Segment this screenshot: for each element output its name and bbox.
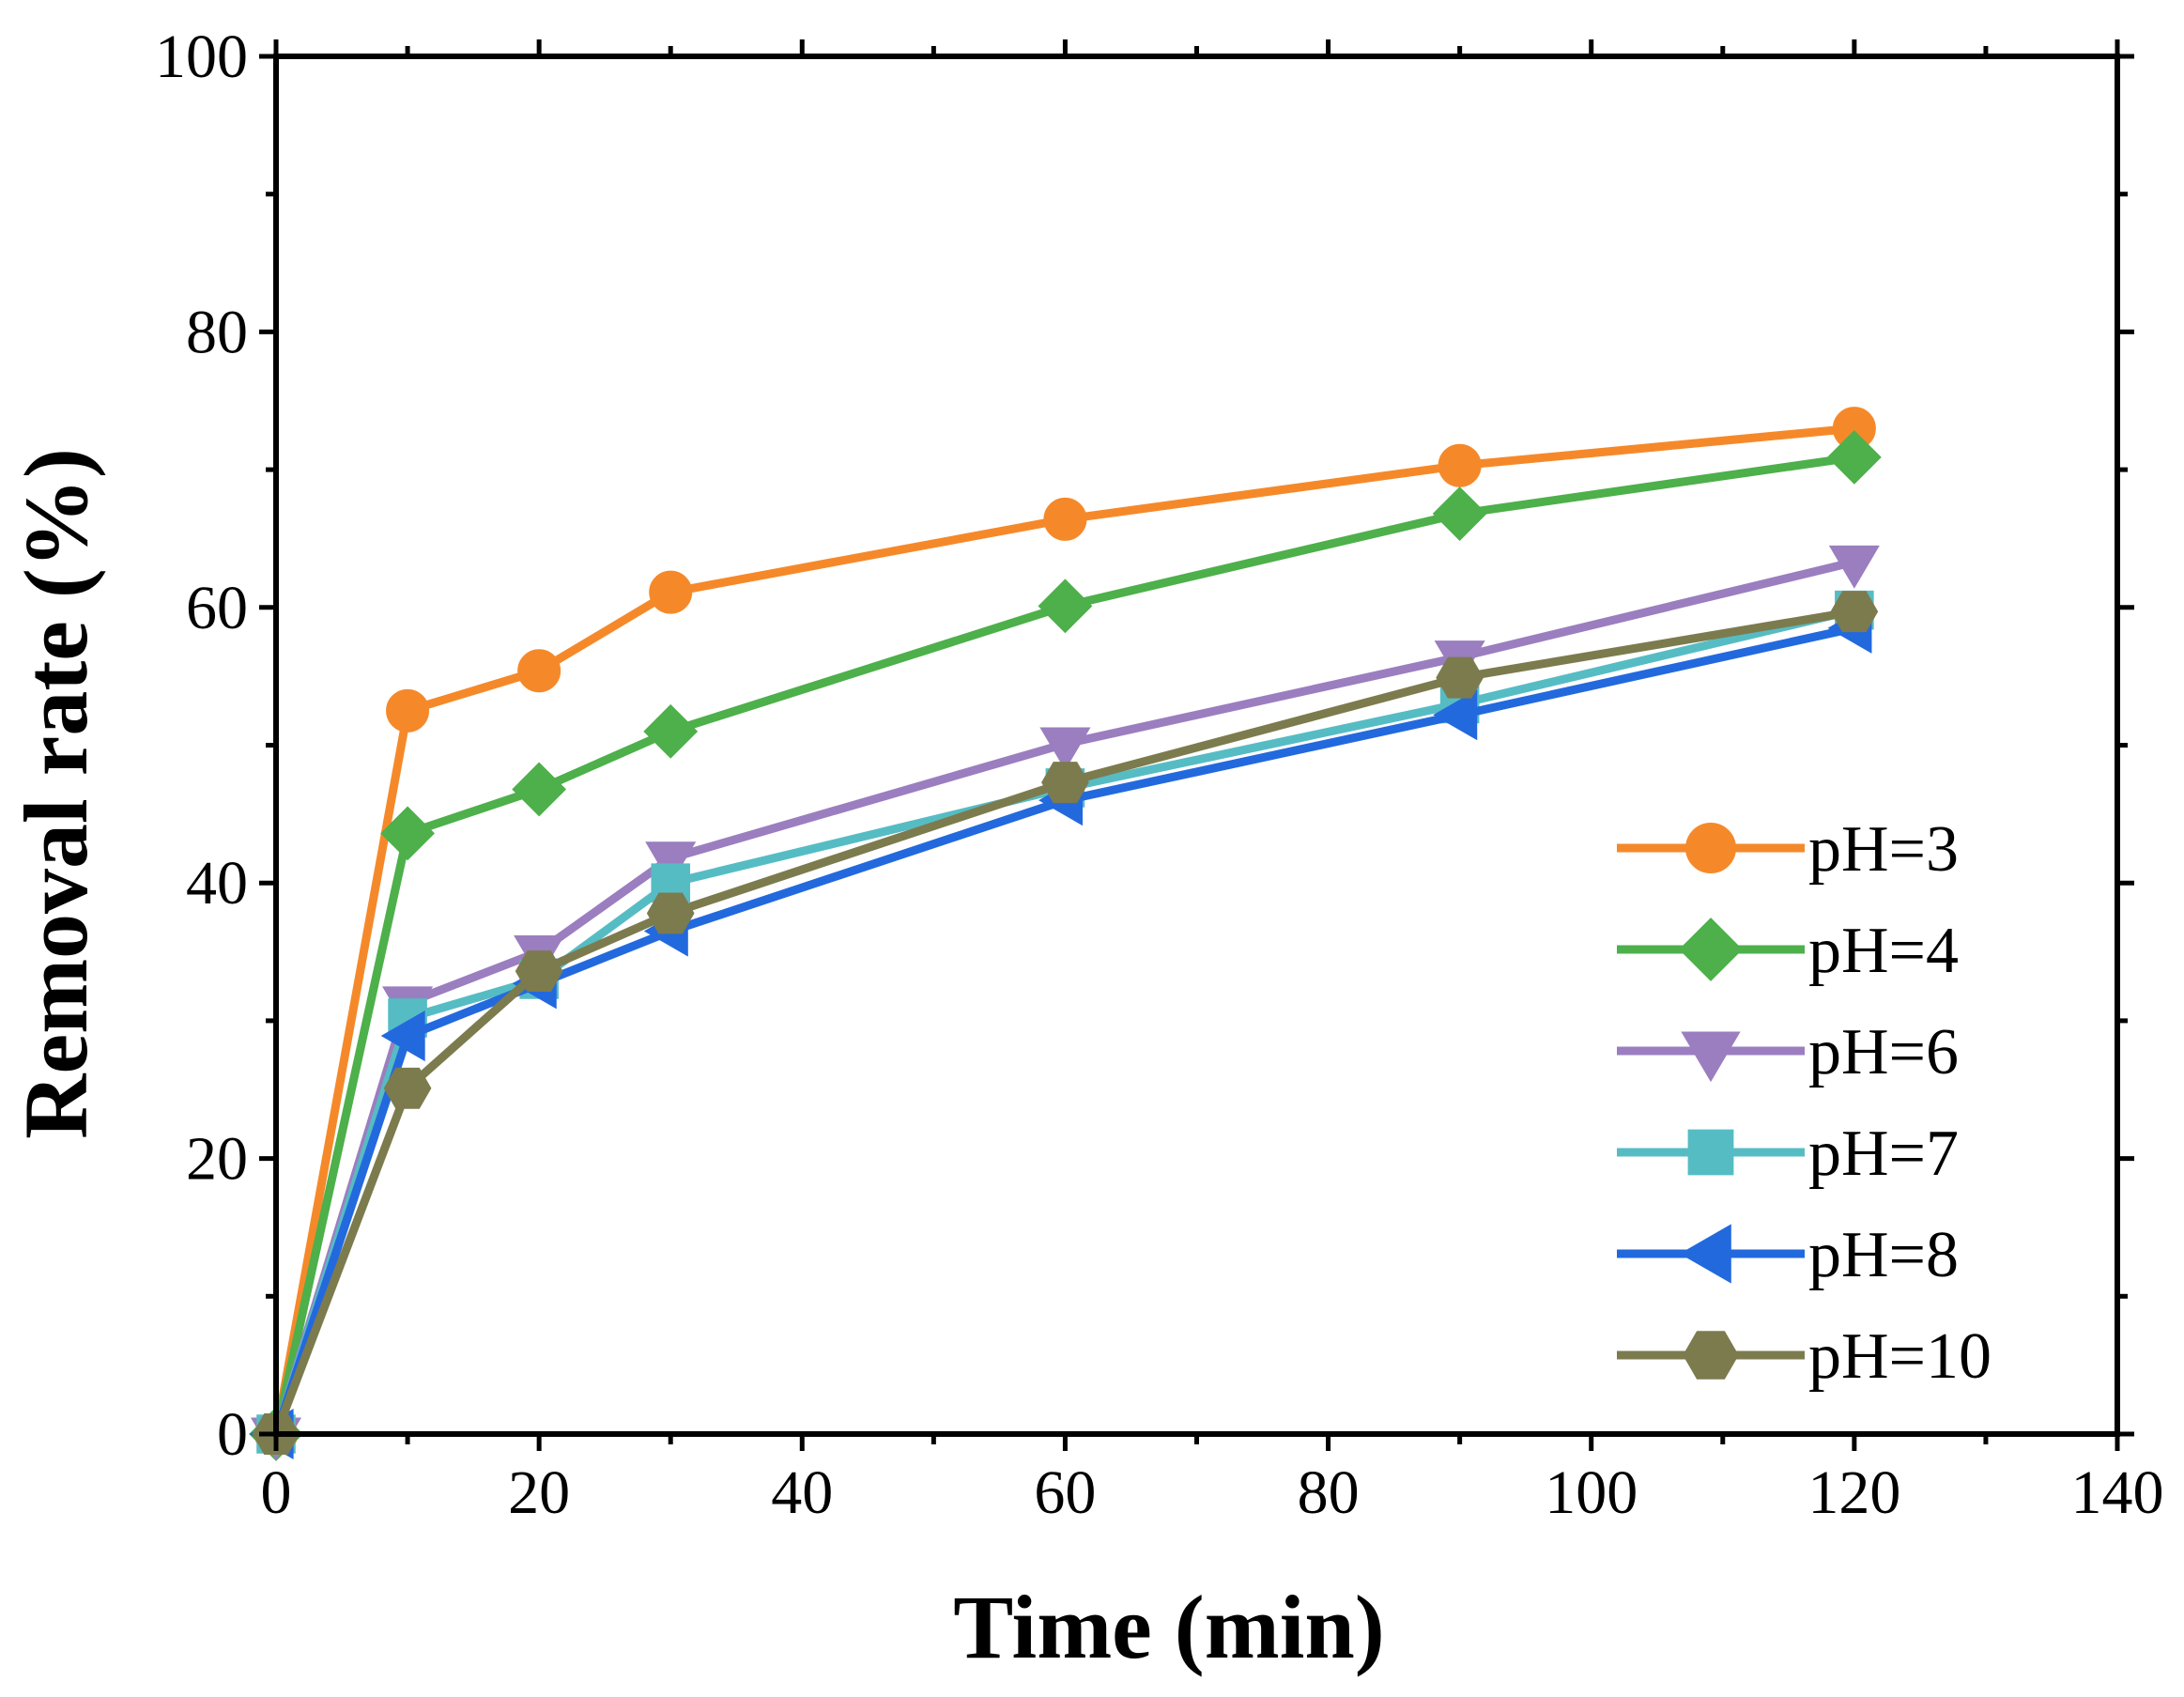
x-tick-label: 60 [1034,1458,1096,1527]
legend-item: pH=4 [1617,915,1959,987]
series-ph-10 [252,591,1879,1455]
data-point [515,950,563,993]
data-point [649,570,693,614]
data-point [380,806,435,861]
data-point [646,892,695,934]
legend-label: pH=4 [1808,915,1959,987]
legend-item: pH=6 [1617,1016,1959,1088]
data-point [1826,429,1882,485]
x-tick-label: 120 [1807,1458,1900,1527]
data-point [1438,443,1482,487]
legend-item: pH=8 [1617,1219,1959,1291]
data-point [1828,545,1880,589]
y-tick-label: 40 [186,849,248,918]
data-point [1038,579,1093,634]
plot-area [249,407,1882,1461]
x-tick-label: 140 [2071,1458,2164,1527]
y-axis-title: Removal rate (%) [6,448,106,1139]
series-ph-4 [249,429,1882,1461]
data-point [1432,486,1487,541]
x-tick-label: 100 [1545,1458,1638,1527]
legend-label: pH=3 [1808,813,1959,886]
legend-label: pH=10 [1808,1320,1992,1393]
data-point [1039,727,1091,771]
legend-marker [1683,1331,1739,1380]
x-tick-label: 40 [771,1458,833,1527]
series-ph-7 [256,590,1874,1454]
x-tick-label: 20 [508,1458,570,1527]
legend-marker [1679,1224,1731,1284]
legend-marker [1687,1129,1734,1176]
legend: pH=3 pH=4 pH=6 pH=7 pH=8 pH=10 [1617,813,1992,1393]
data-point [645,841,697,886]
x-tick-label: 0 [261,1458,292,1527]
data-point [386,688,430,733]
legend-item: pH=7 [1617,1118,1959,1190]
data-point [1433,689,1478,741]
legend-label: pH=6 [1808,1016,1959,1088]
axes: 0 20 40 60 80 100 120 140 0 20 40 60 80 100 [155,23,2164,1527]
y-tick-label: 60 [186,574,248,642]
series-ph-3 [254,407,1876,1456]
y-tick-label: 0 [217,1400,248,1469]
legend-marker [1679,918,1743,981]
legend-label: pH=7 [1808,1118,1959,1190]
legend-marker [1681,1031,1741,1083]
data-point [1436,656,1484,699]
legend-item: pH=3 [1617,813,1959,886]
data-point [651,863,691,902]
legend-item: pH=10 [1617,1320,1992,1393]
data-point [512,762,567,817]
y-tick-label: 80 [186,298,248,366]
data-point [380,1010,425,1062]
data-point [1041,762,1089,804]
legend-marker [1685,823,1736,873]
y-tick-label: 20 [186,1125,248,1194]
data-point [383,1067,432,1109]
legend-label: pH=8 [1808,1219,1959,1291]
y-tick-label: 100 [155,23,248,91]
data-point [1830,591,1879,633]
x-axis-title: Time (min) [953,1577,1385,1677]
x-tick-label: 80 [1298,1458,1360,1527]
data-point [1043,497,1087,541]
data-point [517,649,561,693]
data-point [643,703,699,759]
